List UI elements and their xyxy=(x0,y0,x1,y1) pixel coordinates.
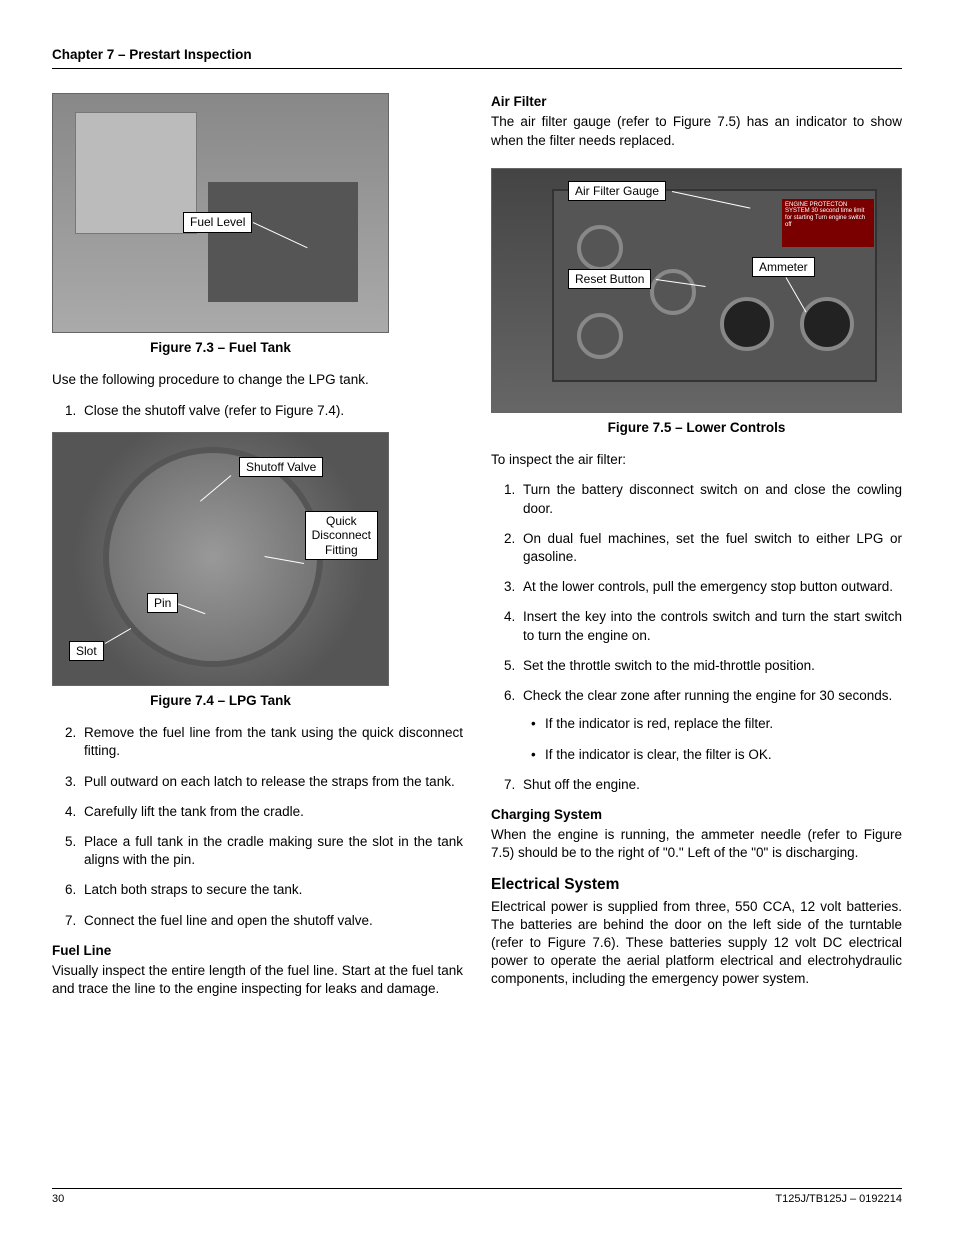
list-item: Latch both straps to secure the tank. xyxy=(80,881,463,899)
label-ammeter: Ammeter xyxy=(752,257,815,277)
inspect-steps: Turn the battery disconnect switch on an… xyxy=(491,481,902,794)
label-reset-button: Reset Button xyxy=(568,269,651,289)
fuel-line-heading: Fuel Line xyxy=(52,942,463,960)
fuel-line-body: Visually inspect the entire length of th… xyxy=(52,962,463,998)
leader-line xyxy=(253,222,308,248)
charging-heading: Charging System xyxy=(491,806,902,824)
list-item: Insert the key into the controls switch … xyxy=(519,608,902,644)
page-number: 30 xyxy=(52,1192,64,1207)
list-item: Place a full tank in the cradle making s… xyxy=(80,833,463,869)
label-pin: Pin xyxy=(147,593,178,613)
lpg-step-1: Close the shutoff valve (refer to Figure… xyxy=(80,402,463,420)
charging-body: When the engine is running, the ammeter … xyxy=(491,826,902,862)
list-item: Pull outward on each latch to release th… xyxy=(80,773,463,791)
figure-7-3: Fuel Level xyxy=(52,93,389,333)
label-air-filter-gauge: Air Filter Gauge xyxy=(568,181,666,201)
list-item: On dual fuel machines, set the fuel swit… xyxy=(519,530,902,566)
list-item: If the indicator is red, replace the fil… xyxy=(545,715,902,733)
indicator-bullets: If the indicator is red, replace the fil… xyxy=(523,715,902,763)
lpg-steps-part1: Close the shutoff valve (refer to Figure… xyxy=(52,402,463,420)
list-item: Turn the battery disconnect switch on an… xyxy=(519,481,902,517)
engine-plate: ENGINE PROTECTON SYSTEM 30 second time l… xyxy=(782,199,874,247)
doc-id: T125J/TB125J – 0192214 xyxy=(775,1192,902,1207)
chapter-header: Chapter 7 – Prestart Inspection xyxy=(52,46,902,69)
electrical-heading: Electrical System xyxy=(491,875,902,896)
label-fuel-level: Fuel Level xyxy=(183,212,252,232)
list-item: At the lower controls, pull the emergenc… xyxy=(519,578,902,596)
list-item: Carefully lift the tank from the cradle. xyxy=(80,803,463,821)
page-footer: 30 T125J/TB125J – 0192214 xyxy=(52,1188,902,1207)
list-item: Set the throttle switch to the mid-throt… xyxy=(519,657,902,675)
air-filter-intro: The air filter gauge (refer to Figure 7.… xyxy=(491,113,902,149)
figure-7-5: ENGINE PROTECTON SYSTEM 30 second time l… xyxy=(491,168,902,413)
lpg-steps-part2: Remove the fuel line from the tank using… xyxy=(52,724,463,930)
figure-7-5-caption: Figure 7.5 – Lower Controls xyxy=(491,419,902,437)
figure-7-4-caption: Figure 7.4 – LPG Tank xyxy=(52,692,389,710)
label-slot: Slot xyxy=(69,641,104,661)
left-column: Fuel Level Figure 7.3 – Fuel Tank Use th… xyxy=(52,93,463,1010)
figure-7-3-caption: Figure 7.3 – Fuel Tank xyxy=(52,339,389,357)
label-shutoff-valve: Shutoff Valve xyxy=(239,457,323,477)
right-column: Air Filter The air filter gauge (refer t… xyxy=(491,93,902,1010)
list-item: Check the clear zone after running the e… xyxy=(519,687,902,764)
label-quick-disconnect: Quick Disconnect Fitting xyxy=(305,511,378,560)
list-item: Remove the fuel line from the tank using… xyxy=(80,724,463,760)
lpg-intro-text: Use the following procedure to change th… xyxy=(52,371,463,389)
air-filter-heading: Air Filter xyxy=(491,93,902,111)
list-item: If the indicator is clear, the filter is… xyxy=(545,746,902,764)
inspect-intro: To inspect the air filter: xyxy=(491,451,902,469)
two-column-layout: Fuel Level Figure 7.3 – Fuel Tank Use th… xyxy=(52,93,902,1010)
leader-line xyxy=(105,628,131,644)
electrical-body: Electrical power is supplied from three,… xyxy=(491,898,902,989)
list-item: Shut off the engine. xyxy=(519,776,902,794)
figure-7-4: Shutoff Valve Quick Disconnect Fitting P… xyxy=(52,432,389,686)
step-6-text: Check the clear zone after running the e… xyxy=(523,688,892,703)
list-item: Connect the fuel line and open the shuto… xyxy=(80,912,463,930)
